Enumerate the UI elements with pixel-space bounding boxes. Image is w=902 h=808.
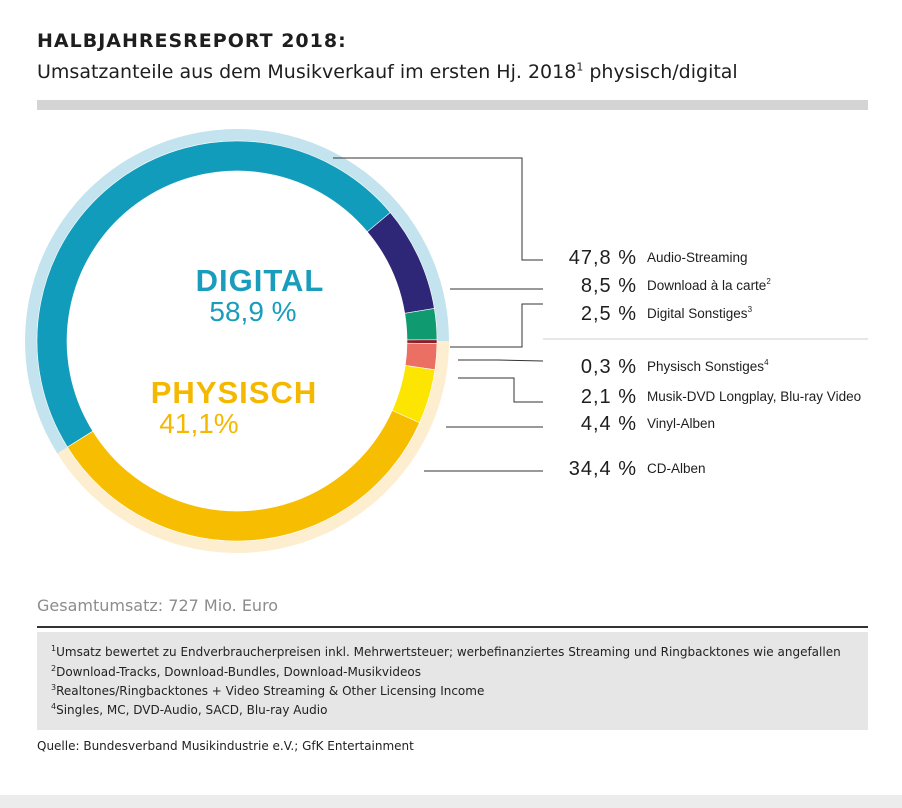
footnote-4: 4Singles, MC, DVD-Audio, SACD, Blu-ray A… xyxy=(51,702,328,718)
subtitle-footnote-mark: 1 xyxy=(576,60,584,74)
slice-category-label-1: Download à la carte2 xyxy=(647,277,771,293)
slice-category-label-3: Physisch Sonstiges4 xyxy=(647,358,769,374)
footnotes-box: 1Umsatz bewertet zu Endverbraucherpreise… xyxy=(37,632,868,730)
slice-4 xyxy=(404,342,438,371)
slice-value-label-2: 2,5 % xyxy=(581,303,637,325)
footnote-text: Realtones/Ringbacktones + Video Streamin… xyxy=(56,684,485,698)
total-revenue: Gesamtumsatz: 727 Mio. Euro xyxy=(37,596,279,615)
slice-footnote-mark: 4 xyxy=(764,358,769,367)
footnote-3: 3Realtones/Ringbacktones + Video Streami… xyxy=(51,683,485,699)
slice-2 xyxy=(404,308,438,341)
slice-footnote-mark: 3 xyxy=(748,305,753,314)
slice-6 xyxy=(67,410,420,542)
report-subtitle: Umsatzanteile aus dem Musikverkauf im er… xyxy=(37,61,738,83)
slice-0 xyxy=(36,140,391,448)
slice-category-label-4: Musik-DVD Longplay, Blu-ray Video xyxy=(647,389,861,404)
slice-category-label-6: CD-Alben xyxy=(647,461,706,476)
footnote-mark: 4 xyxy=(51,702,57,711)
group-label-digital: DIGITAL xyxy=(196,263,325,298)
footnote-text: Download-Tracks, Download-Bundles, Downl… xyxy=(56,665,421,679)
footnote-mark: 3 xyxy=(51,683,57,692)
report-title: HALBJAHRESREPORT 2018: xyxy=(37,30,347,52)
footnote-2: 2Download-Tracks, Download-Bundles, Down… xyxy=(51,664,421,680)
group-value-physisch: 41,1% xyxy=(159,408,238,439)
slice-value-label-6: 34,4 % xyxy=(569,458,637,480)
slice-value-label-1: 8,5 % xyxy=(581,275,637,297)
group-label-physisch: PHYSISCH xyxy=(151,375,317,410)
bottom-band xyxy=(0,795,902,808)
slice-value-label-3: 0,3 % xyxy=(581,356,637,378)
slice-footnote-mark: 2 xyxy=(766,277,771,286)
leader-line-0 xyxy=(333,157,543,261)
slice-category-label-5: Vinyl-Alben xyxy=(647,416,715,431)
subtitle-end: physisch/digital xyxy=(583,61,738,83)
footnote-mark: 2 xyxy=(51,664,57,673)
slice-value-label-5: 4,4 % xyxy=(581,413,637,435)
leader-line-3 xyxy=(458,359,544,362)
leader-line-2 xyxy=(450,303,543,348)
footnote-1: 1Umsatz bewertet zu Endverbraucherpreise… xyxy=(51,644,841,660)
footnote-text: Singles, MC, DVD-Audio, SACD, Blu-ray Au… xyxy=(56,703,328,717)
total-divider xyxy=(37,626,868,628)
header-divider-bar xyxy=(37,100,868,110)
slice-category-label-2: Digital Sonstiges3 xyxy=(647,305,753,321)
source-note: Quelle: Bundesverband Musikindustrie e.V… xyxy=(37,739,414,753)
slice-category-label-0: Audio-Streaming xyxy=(647,250,748,265)
leader-line-4 xyxy=(458,377,543,403)
slice-value-label-4: 2,1 % xyxy=(581,386,637,408)
footnote-text: Umsatz bewertet zu Endverbraucherpreisen… xyxy=(56,645,841,659)
subtitle-text: Umsatzanteile aus dem Musikverkauf im er… xyxy=(37,61,577,83)
slice-value-label-0: 47,8 % xyxy=(569,247,637,269)
footnote-mark: 1 xyxy=(51,644,57,653)
group-value-digital: 58,9 % xyxy=(209,296,296,327)
